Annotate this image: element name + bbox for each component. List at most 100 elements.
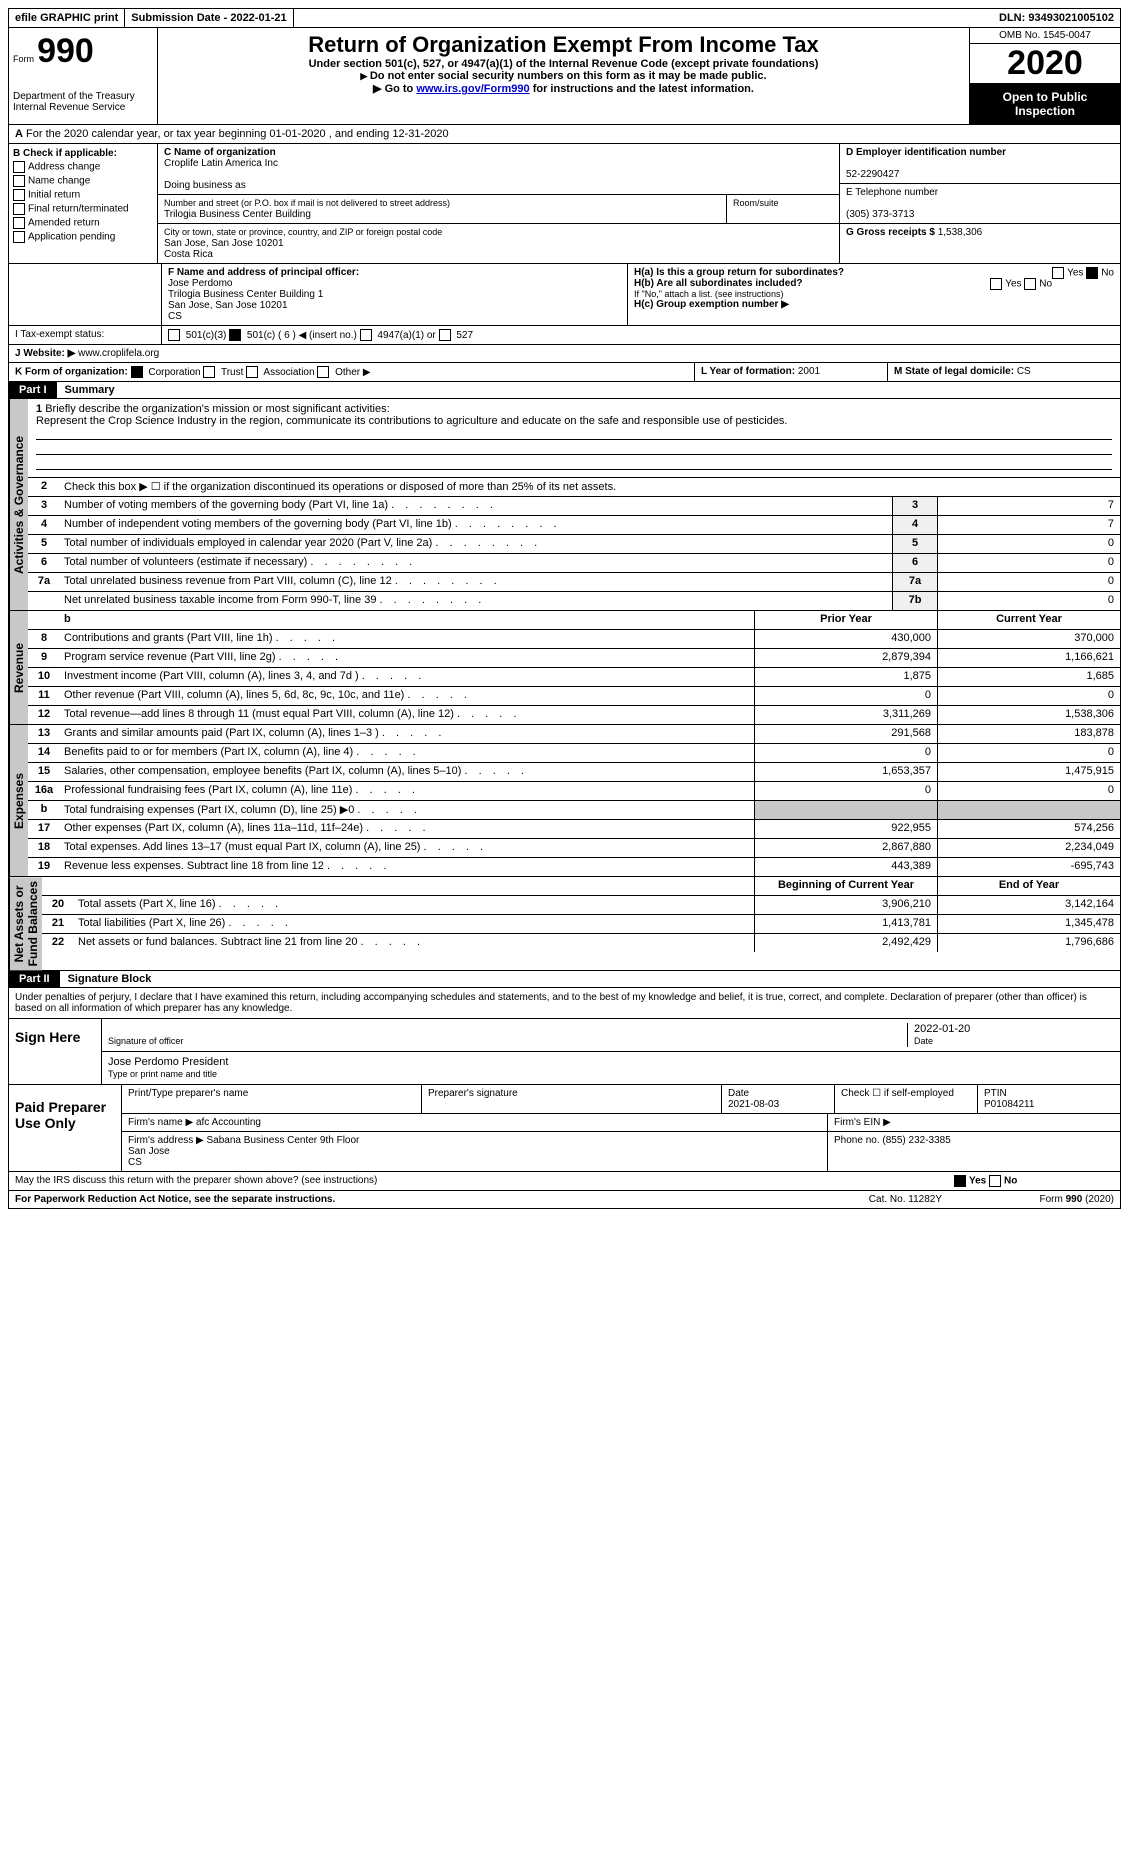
part-2-title: Signature Block (60, 971, 160, 987)
irs-link[interactable]: www.irs.gov/Form990 (416, 83, 529, 95)
col-c: C Name of organizationCroplife Latin Ame… (158, 144, 840, 263)
i-options: 501(c)(3) 501(c) ( 6 ) ◀ (insert no.) 49… (162, 326, 1120, 344)
data-row: 20Total assets (Part X, line 16) . . . .… (42, 896, 1120, 915)
data-row: 13Grants and similar amounts paid (Part … (28, 725, 1120, 744)
part-2-tag: Part II (9, 971, 60, 987)
prep-row-1: Print/Type preparer's namePreparer's sig… (122, 1085, 1120, 1114)
expenses-section: Expenses 13Grants and similar amounts pa… (8, 725, 1121, 877)
f-h-row: F Name and address of principal officer:… (8, 264, 1121, 326)
checkbox-item: Final return/terminated (13, 203, 153, 215)
city: City or town, state or province, country… (158, 224, 839, 263)
data-row: 12Total revenue—add lines 8 through 11 (… (28, 706, 1120, 724)
info-block: B Check if applicable: Address change Nam… (8, 144, 1121, 264)
may-discuss-row: May the IRS discuss this return with the… (8, 1172, 1121, 1191)
form-number: 990 (37, 32, 94, 70)
catalog-no: Cat. No. 11282Y (863, 1191, 948, 1208)
na-label: Net Assets or Fund Balances (9, 877, 42, 970)
k-section: K Form of organization: Corporation Trus… (9, 363, 695, 381)
current-year-hdr: Current Year (937, 611, 1120, 629)
telephone: E Telephone number(305) 373-3713 (840, 184, 1120, 224)
signature-row: Signature of officer 2022-01-20Date (102, 1019, 1120, 1052)
footer: For Paperwork Reduction Act Notice, see … (8, 1191, 1121, 1209)
submission-date: Submission Date - 2022-01-21 (125, 9, 293, 27)
form-header: Form 990 Department of the Treasury Inte… (8, 28, 1121, 125)
dept-label: Department of the Treasury Internal Reve… (13, 91, 153, 113)
j-label: J Website: ▶ (15, 348, 75, 359)
checkbox-item: Amended return (13, 217, 153, 229)
prior-year-hdr: Prior Year (754, 611, 937, 629)
form-ref: Form 990 (2020) (948, 1191, 1120, 1208)
data-row: 18Total expenses. Add lines 13–17 (must … (28, 839, 1120, 858)
data-row: 19Revenue less expenses. Subtract line 1… (28, 858, 1120, 876)
summary-row: 7aTotal unrelated business revenue from … (28, 573, 1120, 592)
prep-label: Paid Preparer Use Only (9, 1085, 122, 1171)
h-a: H(a) Is this a group return for subordin… (634, 267, 844, 278)
org-name: C Name of organizationCroplife Latin Ame… (158, 144, 839, 195)
subtitle-3: ▶ Go to www.irs.gov/Form990 for instruct… (162, 82, 965, 95)
prep-row-2: Firm's name ▶ afc Accounting Firm's EIN … (122, 1114, 1120, 1132)
i-label: I Tax-exempt status: (9, 326, 162, 344)
col-d: D Employer identification number52-22904… (840, 144, 1120, 263)
data-row: bTotal fundraising expenses (Part IX, co… (28, 801, 1120, 820)
gross-receipts: G Gross receipts $ 1,538,306 (840, 224, 1120, 241)
pra-notice: For Paperwork Reduction Act Notice, see … (9, 1191, 863, 1208)
sign-here-label: Sign Here (9, 1019, 102, 1084)
beg-year-hdr: Beginning of Current Year (754, 877, 937, 895)
paid-preparer: Paid Preparer Use Only Print/Type prepar… (8, 1085, 1121, 1172)
row-a: A For the 2020 calendar year, or tax yea… (8, 125, 1121, 144)
summary-row: 6Total number of volunteers (estimate if… (28, 554, 1120, 573)
principal-officer: F Name and address of principal officer:… (162, 264, 628, 325)
subtitle-2: Do not enter social security numbers on … (162, 70, 965, 82)
end-year-hdr: End of Year (937, 877, 1120, 895)
data-row: 8Contributions and grants (Part VIII, li… (28, 630, 1120, 649)
prep-row-3: Firm's address ▶ Sabana Business Center … (122, 1132, 1120, 1171)
part-1-tag: Part I (9, 382, 57, 398)
summary-row: 3Number of voting members of the governi… (28, 497, 1120, 516)
may-discuss: May the IRS discuss this return with the… (9, 1172, 948, 1190)
top-bar: efile GRAPHIC print Submission Date - 20… (8, 8, 1121, 28)
data-row: 22Net assets or fund balances. Subtract … (42, 934, 1120, 952)
net-assets-section: Net Assets or Fund Balances Beginning of… (8, 877, 1121, 971)
sign-here: Sign Here Signature of officer 2022-01-2… (8, 1019, 1121, 1085)
efile-label: efile GRAPHIC print (9, 9, 125, 27)
website: www.croplifela.org (78, 348, 159, 359)
m-section: M State of legal domicile: CS (888, 363, 1120, 381)
data-row: 15Salaries, other compensation, employee… (28, 763, 1120, 782)
part-1-header: Part I Summary (8, 382, 1121, 399)
summary-row: 4Number of independent voting members of… (28, 516, 1120, 535)
ein: D Employer identification number52-22904… (840, 144, 1120, 184)
activities-governance: Activities & Governance 1 Briefly descri… (8, 399, 1121, 611)
rev-label: Revenue (9, 611, 28, 724)
l-section: L Year of formation: 2001 (695, 363, 888, 381)
checkbox-item: Address change (13, 161, 153, 173)
part-2-header: Part II Signature Block (8, 971, 1121, 988)
data-row: 16aProfessional fundraising fees (Part I… (28, 782, 1120, 801)
h-section: H(a) Is this a group return for subordin… (628, 264, 1120, 325)
checkbox-item: Name change (13, 175, 153, 187)
part-1-title: Summary (57, 382, 123, 398)
form-title: Return of Organization Exempt From Incom… (162, 32, 965, 58)
summary-row: 5Total number of individuals employed in… (28, 535, 1120, 554)
tax-year: 2020 (970, 44, 1120, 84)
klm-row: K Form of organization: Corporation Trus… (8, 363, 1121, 382)
h-b-note: If "No," attach a list. (see instruction… (634, 289, 1114, 299)
ag-label: Activities & Governance (9, 399, 28, 610)
room-suite: Room/suite (727, 195, 839, 223)
summary-row: Net unrelated business taxable income fr… (28, 592, 1120, 610)
b-header: B Check if applicable: (13, 148, 153, 159)
data-row: 10Investment income (Part VIII, column (… (28, 668, 1120, 687)
checkbox-item: Application pending (13, 231, 153, 243)
exp-label: Expenses (9, 725, 28, 876)
omb-number: OMB No. 1545-0047 (970, 28, 1120, 44)
revenue-section: Revenue b Prior Year Current Year 8Contr… (8, 611, 1121, 725)
h-b: H(b) Are all subordinates included? (634, 278, 803, 289)
dln: DLN: 93493021005102 (993, 9, 1120, 27)
mission-row: 1 Briefly describe the organization's mi… (28, 399, 1120, 478)
officer-name-row: Jose Perdomo PresidentType or print name… (102, 1052, 1120, 1084)
street: Number and street (or P.O. box if mail i… (158, 195, 727, 223)
h-c: H(c) Group exemption number ▶ (634, 299, 789, 310)
data-row: 11Other revenue (Part VIII, column (A), … (28, 687, 1120, 706)
checkbox-item: Initial return (13, 189, 153, 201)
subtitle-1: Under section 501(c), 527, or 4947(a)(1)… (162, 58, 965, 70)
col-b: B Check if applicable: Address change Nam… (9, 144, 158, 263)
